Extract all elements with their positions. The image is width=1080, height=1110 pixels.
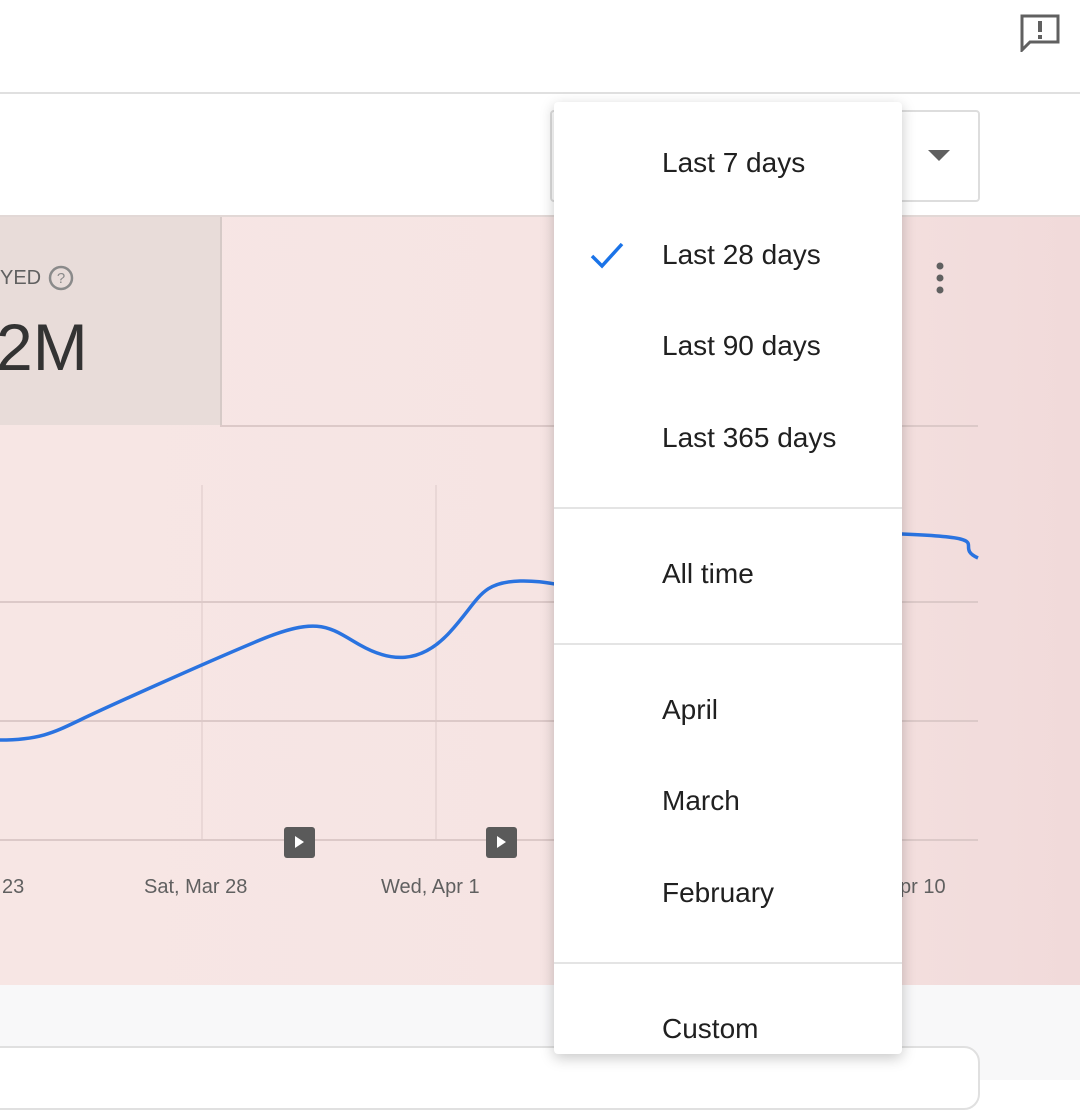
menu-item[interactable]: Last 365 days (662, 422, 837, 454)
check-icon (590, 242, 624, 269)
menu-item[interactable]: February (662, 876, 775, 908)
lower-card (0, 1046, 980, 1110)
menu-item[interactable]: Last 7 days (662, 147, 806, 178)
menu-item[interactable]: Custom (662, 1012, 759, 1044)
menu-item[interactable]: Last 90 days (662, 330, 821, 362)
metric-value: 2M (0, 310, 88, 384)
svg-text:?: ? (57, 270, 65, 287)
dropdown-arrow (928, 150, 950, 161)
feedback-icon[interactable] (1018, 12, 1062, 52)
x-label: pr 10 (900, 876, 946, 898)
chart-area (0, 425, 979, 858)
help-icon[interactable]: ? (48, 265, 74, 291)
menu-item[interactable]: April (662, 693, 719, 725)
menu-divider (554, 506, 902, 509)
metric-label: YED (0, 267, 42, 289)
dropdown-menu: Last 7 days Last 28 days Last 90 days Last … (554, 102, 902, 1054)
menu-divider (554, 961, 902, 964)
top-bar (0, 0, 1080, 94)
menu-item[interactable]: All time (662, 557, 754, 589)
metric-card[interactable]: YED ? 2M (0, 217, 222, 425)
menu-item[interactable]: March (662, 785, 740, 817)
menu-item[interactable]: Last 28 days (662, 238, 821, 270)
menu-divider (554, 642, 902, 645)
x-label: Sat, Mar 28 (144, 876, 248, 898)
more-icon[interactable] (920, 260, 960, 300)
x-label: 23 (2, 876, 25, 898)
x-label: Wed, Apr 1 (381, 876, 480, 898)
